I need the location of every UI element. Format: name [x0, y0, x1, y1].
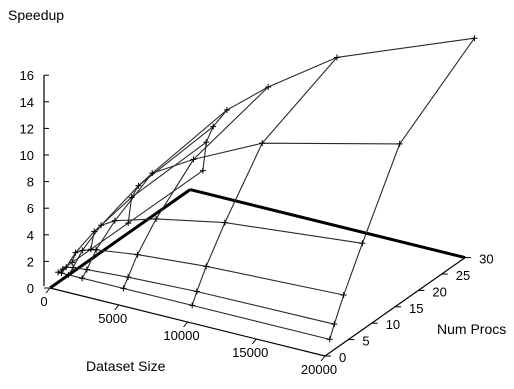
data-point [359, 240, 366, 247]
data-point [58, 270, 65, 277]
tick-labels: 0246810121416050001000015000200000510152… [20, 68, 494, 377]
y-axis-title: Num Procs [437, 321, 506, 337]
data-point [69, 259, 76, 266]
data-point [98, 222, 105, 229]
x-tick-label: 5000 [98, 311, 127, 326]
data-point [65, 271, 72, 278]
z-tick-label: 14 [20, 95, 34, 110]
data-point [193, 288, 200, 295]
back-right-floor-edge [189, 188, 466, 260]
data-point [203, 263, 210, 270]
data-point [63, 264, 70, 271]
z-tick-label: 16 [20, 68, 34, 83]
mesh-line-size [329, 37, 475, 340]
data-point [396, 140, 403, 147]
axes-layer [43, 74, 472, 362]
x-tick-label: 20000 [301, 362, 337, 377]
data-point [79, 247, 86, 254]
data-point [79, 275, 86, 282]
y-tick-label: 0 [339, 350, 346, 365]
z-tick-label: 4 [27, 228, 34, 243]
data-point [265, 83, 272, 90]
mesh-line-size [67, 126, 214, 276]
x-axis-title: Dataset Size [86, 358, 166, 374]
data-point [87, 246, 94, 253]
mesh-line-procs [202, 37, 475, 171]
back-floor-edge [49, 188, 191, 290]
mesh-line-size [61, 141, 207, 274]
data-point [72, 249, 79, 256]
z-tick-label: 2 [27, 254, 34, 269]
data-point [93, 246, 100, 253]
mesh-line-size [57, 170, 204, 273]
x-tick-label: 10000 [163, 328, 199, 343]
y-tick-label: 25 [456, 268, 470, 283]
z-tick-label: 8 [27, 175, 34, 190]
data-point [471, 35, 478, 42]
mesh-line-procs [127, 142, 400, 224]
x-tick-mark [320, 355, 326, 362]
y-tick-label: 30 [479, 252, 493, 267]
data-point [59, 265, 66, 272]
x-tick-label: 0 [40, 294, 47, 309]
data-point [331, 321, 338, 328]
data-point [135, 182, 142, 189]
data-point [221, 219, 228, 226]
data-point [340, 292, 347, 298]
data-point [128, 194, 135, 201]
z-tick-label: 0 [27, 281, 34, 296]
mesh-line-size [191, 57, 338, 306]
mesh-line-size [122, 86, 269, 289]
z-tick-label: 10 [20, 148, 34, 163]
data-point [203, 139, 210, 146]
y-tick-label: 10 [386, 317, 400, 332]
x-tick-mark [183, 321, 188, 328]
data-point [326, 336, 333, 343]
data-point [125, 220, 132, 227]
data-point [199, 167, 206, 174]
y-tick-label: 15 [409, 301, 423, 316]
data-point [149, 170, 156, 177]
data-point [120, 285, 127, 292]
data-point [210, 123, 217, 130]
z-axis-title: Speedup [8, 7, 64, 23]
data-point [83, 266, 90, 273]
data-point [190, 156, 197, 163]
z-tick-label: 12 [20, 121, 34, 136]
data-point [91, 228, 98, 235]
y-tick-label: 5 [362, 334, 369, 349]
data-point [153, 215, 160, 222]
z-tick-label: 6 [27, 201, 34, 216]
data-point [134, 251, 141, 258]
data-point [125, 274, 132, 281]
x-tick-mark [45, 287, 51, 294]
data-point [189, 302, 196, 309]
mesh-line-procs [71, 249, 344, 296]
data-point [333, 54, 340, 61]
y-tick-label: 20 [432, 284, 446, 299]
x-tick-mark [114, 304, 120, 311]
data-point [259, 140, 266, 147]
data-point [70, 264, 77, 271]
data-point [55, 269, 62, 276]
data-point [111, 217, 118, 224]
x-tick-label: 15000 [232, 345, 268, 360]
mesh-line-size [81, 109, 228, 279]
data-point [223, 107, 230, 114]
surface-mesh [55, 35, 478, 343]
x-tick-mark [251, 338, 257, 345]
